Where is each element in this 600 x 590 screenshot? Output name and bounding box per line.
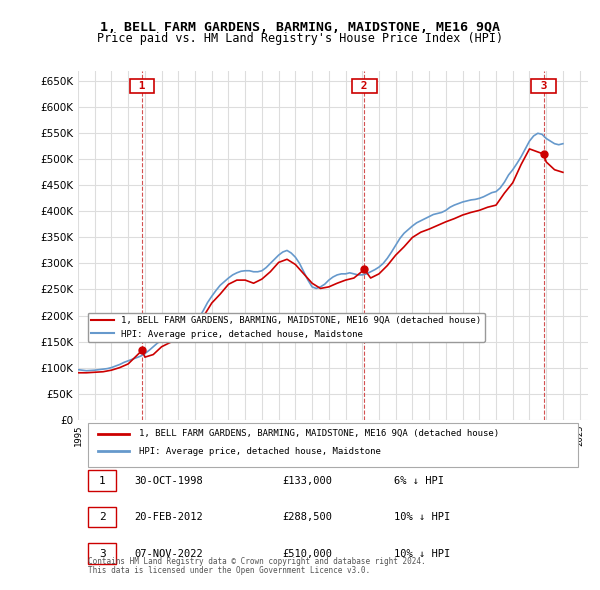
1, BELL FARM GARDENS, BARMING, MAIDSTONE, ME16 9QA (detached house) xyxy=(91,369,98,376)
HPI: Average price, detached house, Maidstone: (2.02e+03, 5.3e+05): Average price, detached house, Maidstone… xyxy=(559,140,566,148)
FancyBboxPatch shape xyxy=(88,507,116,527)
HPI: Average price, detached house, Maidstone: (2e+03, 1.66e+05): Average price, detached house, Maidstone… xyxy=(179,330,186,337)
1, BELL FARM GARDENS, BARMING, MAIDSTONE, ME16 9QA (detached house) xyxy=(149,351,157,358)
Text: 1: 1 xyxy=(99,476,106,486)
Text: 30-OCT-1998: 30-OCT-1998 xyxy=(134,476,203,486)
1, BELL FARM GARDENS, BARMING, MAIDSTONE, ME16 9QA (detached house) xyxy=(125,360,132,368)
HPI: Average price, detached house, Maidstone: (2.01e+03, 3e+05): Average price, detached house, Maidstone… xyxy=(296,260,303,267)
1, BELL FARM GARDENS, BARMING, MAIDSTONE, ME16 9QA (detached house) xyxy=(200,313,207,320)
Text: Price paid vs. HM Land Registry's House Price Index (HPI): Price paid vs. HM Land Registry's House … xyxy=(97,32,503,45)
HPI: Average price, detached house, Maidstone: (2e+03, 1.85e+05): Average price, detached house, Maidstone… xyxy=(191,320,199,327)
Text: 10% ↓ HPI: 10% ↓ HPI xyxy=(394,512,451,522)
Line: 1, BELL FARM GARDENS, BARMING, MAIDSTONE, ME16 9QA (detached house): 1, BELL FARM GARDENS, BARMING, MAIDSTONE… xyxy=(78,149,563,373)
Text: 20-FEB-2012: 20-FEB-2012 xyxy=(134,512,203,522)
HPI: Average price, detached house, Maidstone: (2.02e+03, 5.5e+05): Average price, detached house, Maidstone… xyxy=(534,130,541,137)
Line: HPI: Average price, detached house, Maidstone: HPI: Average price, detached house, Maid… xyxy=(78,133,563,371)
FancyBboxPatch shape xyxy=(88,470,116,491)
Text: 1: 1 xyxy=(132,81,152,91)
Text: 3: 3 xyxy=(99,549,106,559)
Legend: 1, BELL FARM GARDENS, BARMING, MAIDSTONE, ME16 9QA (detached house), HPI: Averag: 1, BELL FARM GARDENS, BARMING, MAIDSTONE… xyxy=(88,313,485,342)
HPI: Average price, detached house, Maidstone: (2.02e+03, 5.45e+05): Average price, detached house, Maidstone… xyxy=(530,132,537,139)
1, BELL FARM GARDENS, BARMING, MAIDSTONE, ME16 9QA (detached house) xyxy=(74,369,82,376)
FancyBboxPatch shape xyxy=(88,543,116,564)
Text: 3: 3 xyxy=(533,81,554,91)
1, BELL FARM GARDENS, BARMING, MAIDSTONE, ME16 9QA (detached house) xyxy=(526,145,533,152)
1, BELL FARM GARDENS, BARMING, MAIDSTONE, ME16 9QA (detached house) xyxy=(325,283,332,290)
1, BELL FARM GARDENS, BARMING, MAIDSTONE, ME16 9QA (detached house) xyxy=(559,169,566,176)
Text: This data is licensed under the Open Government Licence v3.0.: This data is licensed under the Open Gov… xyxy=(88,566,370,575)
Text: 10% ↓ HPI: 10% ↓ HPI xyxy=(394,549,451,559)
Text: 1, BELL FARM GARDENS, BARMING, MAIDSTONE, ME16 9QA: 1, BELL FARM GARDENS, BARMING, MAIDSTONE… xyxy=(100,21,500,34)
1, BELL FARM GARDENS, BARMING, MAIDSTONE, ME16 9QA (detached house) xyxy=(425,225,433,232)
Text: 2: 2 xyxy=(99,512,106,522)
Text: Contains HM Land Registry data © Crown copyright and database right 2024.: Contains HM Land Registry data © Crown c… xyxy=(88,556,426,566)
HPI: Average price, detached house, Maidstone: (2e+03, 9.6e+04): Average price, detached house, Maidstone… xyxy=(74,366,82,373)
Text: HPI: Average price, detached house, Maidstone: HPI: Average price, detached house, Maid… xyxy=(139,447,381,456)
Text: 07-NOV-2022: 07-NOV-2022 xyxy=(134,549,203,559)
HPI: Average price, detached house, Maidstone: (2e+03, 9.4e+04): Average price, detached house, Maidstone… xyxy=(83,367,90,374)
Text: 6% ↓ HPI: 6% ↓ HPI xyxy=(394,476,444,486)
Text: £288,500: £288,500 xyxy=(282,512,332,522)
Text: 2: 2 xyxy=(355,81,374,91)
Text: £133,000: £133,000 xyxy=(282,476,332,486)
HPI: Average price, detached house, Maidstone: (2e+03, 2.37e+05): Average price, detached house, Maidstone… xyxy=(208,293,215,300)
HPI: Average price, detached house, Maidstone: (2e+03, 1.6e+05): Average price, detached house, Maidstone… xyxy=(170,333,178,340)
Text: £510,000: £510,000 xyxy=(282,549,332,559)
FancyBboxPatch shape xyxy=(88,423,578,467)
Text: 1, BELL FARM GARDENS, BARMING, MAIDSTONE, ME16 9QA (detached house): 1, BELL FARM GARDENS, BARMING, MAIDSTONE… xyxy=(139,430,499,438)
